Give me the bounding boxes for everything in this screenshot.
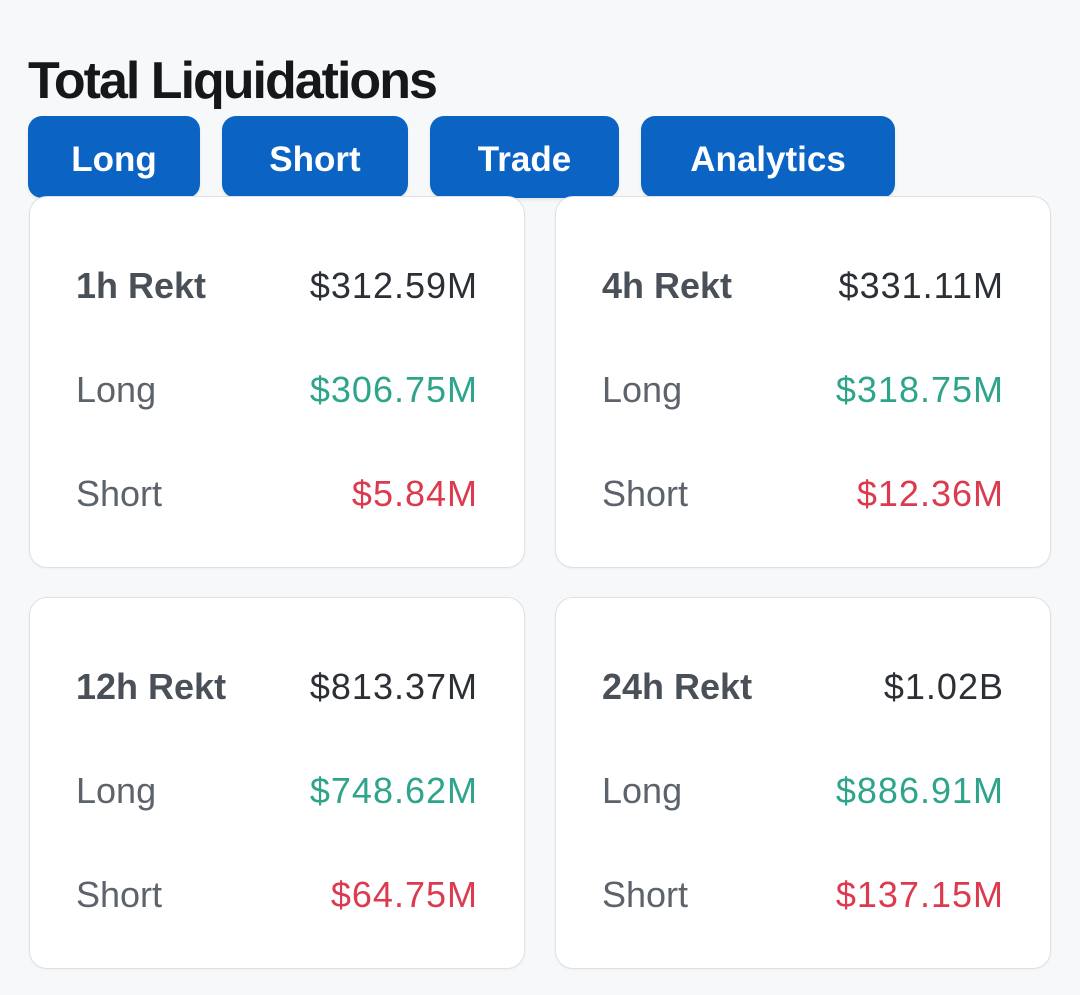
tab-short[interactable]: Short <box>222 116 408 198</box>
long-value: $306.75M <box>309 369 478 410</box>
liquidation-card-12h: 12h Rekt $813.37M Long $748.62M Short $6… <box>29 597 525 969</box>
total-value: $312.59M <box>309 265 478 306</box>
page-title: Total Liquidations <box>28 52 438 110</box>
short-label: Short <box>76 874 163 915</box>
tab-analytics[interactable]: Analytics <box>641 116 895 198</box>
short-label: Short <box>602 473 689 514</box>
total-row: 24h Rekt $1.02B <box>602 662 1004 712</box>
total-value: $331.11M <box>838 265 1004 306</box>
long-row: Long $306.75M <box>76 365 478 415</box>
period-label: 12h Rekt <box>76 666 227 707</box>
short-value: $137.15M <box>835 874 1004 915</box>
short-row: Short $64.75M <box>76 870 478 920</box>
short-value: $12.36M <box>856 473 1004 514</box>
period-label: 1h Rekt <box>76 265 207 306</box>
total-row: 4h Rekt $331.11M <box>602 261 1004 311</box>
total-row: 1h Rekt $312.59M <box>76 261 478 311</box>
tab-trade[interactable]: Trade <box>430 116 619 198</box>
long-value: $748.62M <box>309 770 478 811</box>
short-row: Short $5.84M <box>76 469 478 519</box>
period-label: 24h Rekt <box>602 666 753 707</box>
liquidation-card-24h: 24h Rekt $1.02B Long $886.91M Short $137… <box>555 597 1051 969</box>
short-value: $5.84M <box>351 473 478 514</box>
total-value: $1.02B <box>883 666 1004 707</box>
long-label: Long <box>76 369 157 410</box>
short-value: $64.75M <box>330 874 478 915</box>
long-value: $886.91M <box>835 770 1004 811</box>
long-row: Long $748.62M <box>76 766 478 816</box>
short-label: Short <box>76 473 163 514</box>
short-label: Short <box>602 874 689 915</box>
liquidation-card-4h: 4h Rekt $331.11M Long $318.75M Short $12… <box>555 196 1051 568</box>
total-row: 12h Rekt $813.37M <box>76 662 478 712</box>
long-label: Long <box>76 770 157 811</box>
long-row: Long $886.91M <box>602 766 1004 816</box>
short-row: Short $137.15M <box>602 870 1004 920</box>
short-row: Short $12.36M <box>602 469 1004 519</box>
total-value: $813.37M <box>309 666 478 707</box>
long-label: Long <box>602 770 683 811</box>
period-label: 4h Rekt <box>602 265 733 306</box>
long-label: Long <box>602 369 683 410</box>
long-value: $318.75M <box>835 369 1004 410</box>
long-row: Long $318.75M <box>602 365 1004 415</box>
liquidation-card-1h: 1h Rekt $312.59M Long $306.75M Short $5.… <box>29 196 525 568</box>
tab-long[interactable]: Long <box>28 116 200 198</box>
